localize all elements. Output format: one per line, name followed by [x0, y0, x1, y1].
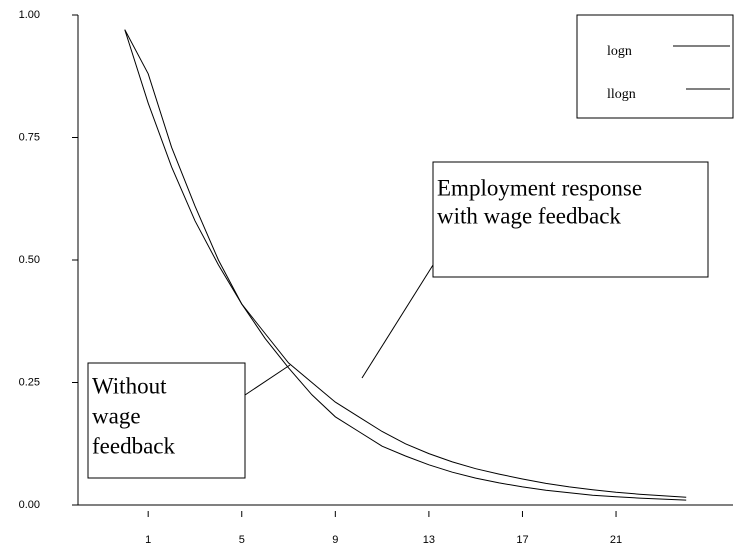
annotation-box	[432, 161, 709, 278]
y-tick-label: 0.50	[19, 254, 40, 266]
x-tick-label: 21	[610, 534, 622, 546]
x-tick-label: 13	[423, 534, 435, 546]
y-tick-label: 0.25	[19, 376, 40, 388]
legend-label: llogn	[607, 87, 636, 102]
x-tick-label: 1	[145, 534, 151, 546]
series-line	[124, 29, 687, 501]
y-tick-label: 1.00	[19, 9, 40, 21]
legend-label: logn	[607, 44, 632, 59]
annotation-text: Employment response	[437, 175, 642, 200]
legend-box	[576, 14, 734, 119]
annotation-text: with wage feedback	[437, 203, 621, 228]
y-tick-label: 0.00	[19, 499, 40, 511]
annotation-pointer	[244, 364, 291, 396]
annotation-pointer	[361, 264, 434, 379]
x-tick-label: 5	[239, 534, 245, 546]
annotation-text: feedback	[92, 433, 175, 458]
series-line	[124, 29, 687, 498]
x-tick-label: 9	[332, 534, 338, 546]
annotation-text: wage	[92, 403, 141, 428]
annotation-text: Without	[92, 373, 167, 398]
y-tick-label: 0.75	[19, 131, 40, 143]
annotation-box	[87, 362, 246, 479]
x-tick-label: 17	[516, 534, 528, 546]
